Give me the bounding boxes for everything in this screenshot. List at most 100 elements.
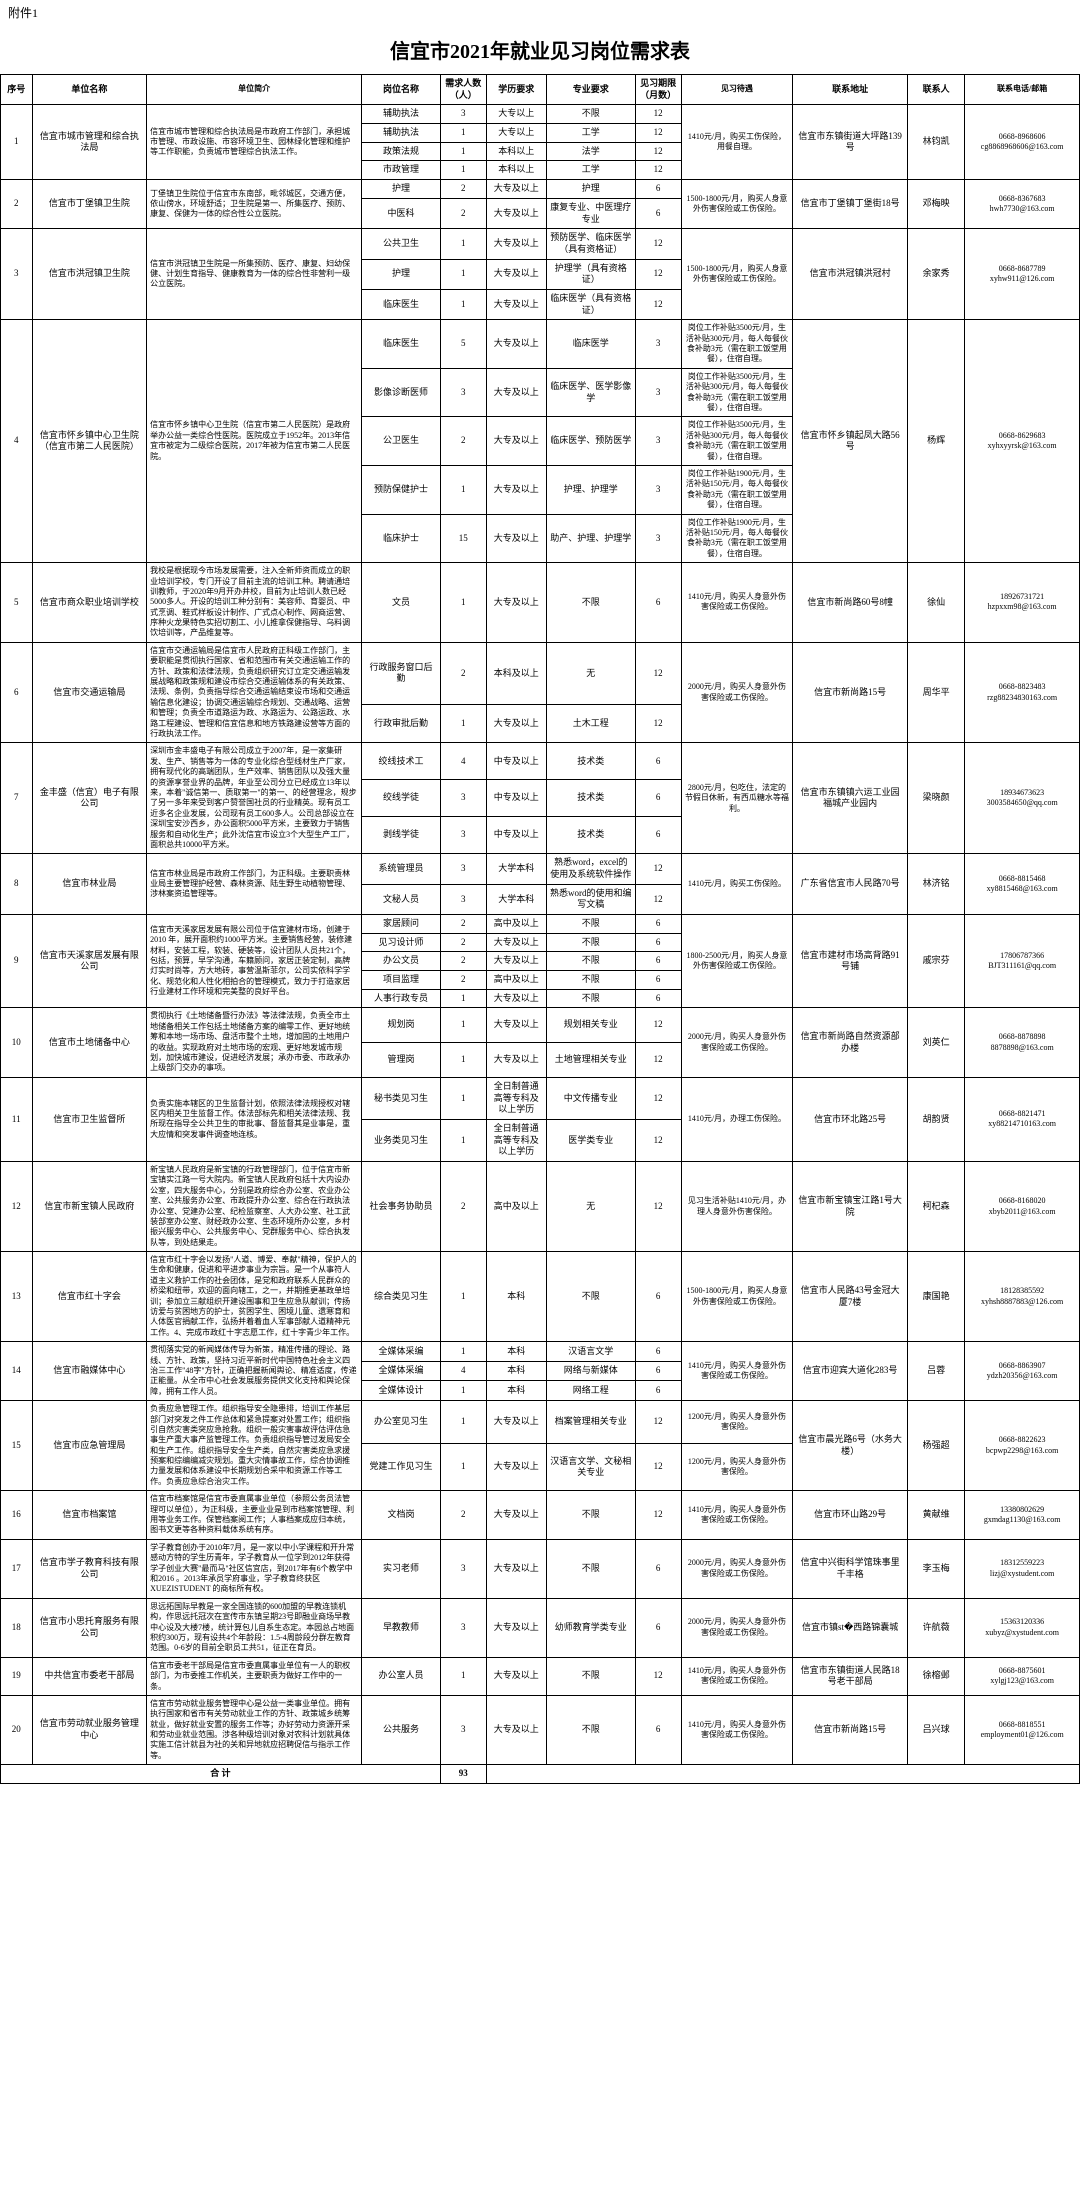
treatment: 1410元/月，购买工伤保险，用餐自理。 <box>681 105 793 180</box>
num: 1 <box>440 989 486 1008</box>
num: 1 <box>440 1444 486 1491</box>
treatment: 2000元/月，购买人身意外伤害保险或工伤保险。 <box>681 1539 793 1598</box>
position: 文秘人员 <box>362 884 441 914</box>
position: 临床医生 <box>362 320 441 369</box>
position: 党建工作见习生 <box>362 1444 441 1491</box>
table-row: 14信宜市融媒体中心贯彻落实党的新闻媒体传导为新策，精准传播的理论、路线、方针、… <box>1 1342 1080 1362</box>
position: 辅助执法 <box>362 105 441 124</box>
major: 护理 <box>546 180 635 199</box>
major: 档案管理相关专业 <box>546 1401 635 1444</box>
unit: 信宜市土地储备中心 <box>32 1008 147 1077</box>
edu: 中专及以上 <box>486 780 546 817</box>
contact: 杨辉 <box>907 320 964 563</box>
edu: 大学本科 <box>486 884 546 914</box>
edu: 本科以上 <box>486 142 546 161</box>
edu: 大专以上 <box>486 124 546 143</box>
edu: 高中及以上 <box>486 915 546 934</box>
months: 12 <box>635 161 681 180</box>
contact: 周华平 <box>907 642 964 743</box>
months: 6 <box>635 817 681 854</box>
seq: 19 <box>1 1657 33 1695</box>
major: 不限 <box>546 1539 635 1598</box>
seq: 4 <box>1 320 33 563</box>
major: 不限 <box>546 915 635 934</box>
unit: 中共信宜市委老干部局 <box>32 1657 147 1695</box>
position: 实习老师 <box>362 1539 441 1598</box>
seq: 14 <box>1 1342 33 1401</box>
edu: 大专及以上 <box>486 1657 546 1695</box>
unit: 信宜市新宝镇人民政府 <box>32 1161 147 1251</box>
months: 6 <box>635 915 681 934</box>
position: 人事行政专员 <box>362 989 441 1008</box>
major: 临床医学、医学影像学 <box>546 368 635 417</box>
major: 幼师教育学类专业 <box>546 1598 635 1657</box>
months: 3 <box>635 320 681 369</box>
months: 12 <box>635 1444 681 1491</box>
unit: 信宜市洪冠镇卫生院 <box>32 229 147 320</box>
edu: 大专及以上 <box>486 563 546 643</box>
months: 3 <box>635 514 681 563</box>
header-10: 联系人 <box>907 75 964 105</box>
addr: 信宜市新尚路60号8幢 <box>793 563 908 643</box>
num: 2 <box>440 198 486 228</box>
num: 1 <box>440 1381 486 1401</box>
edu: 本科 <box>486 1252 546 1342</box>
contact: 林钧凯 <box>907 105 964 180</box>
num: 2 <box>440 971 486 990</box>
position: 社会事务协助员 <box>362 1161 441 1251</box>
months: 6 <box>635 1342 681 1362</box>
header-6: 专业要求 <box>546 75 635 105</box>
contact: 胡韵贤 <box>907 1077 964 1161</box>
months: 12 <box>635 854 681 884</box>
edu: 高中及以上 <box>486 971 546 990</box>
num: 1 <box>440 259 486 289</box>
seq: 6 <box>1 642 33 743</box>
phone: 0668-8629683 xyhxyyrsk@163.com <box>965 320 1080 563</box>
edu: 大专及以上 <box>486 229 546 259</box>
edu: 大专及以上 <box>486 1539 546 1598</box>
page-title: 信宜市2021年就业见习岗位需求表 <box>0 25 1080 74</box>
months: 6 <box>635 933 681 952</box>
intro: 学子教育创办于2010年7月，是一家以中小学课程和开升常感动方特的学生历青年，学… <box>147 1539 362 1598</box>
num: 1 <box>440 161 486 180</box>
edu: 大专及以上 <box>486 1008 546 1043</box>
position: 家居顾问 <box>362 915 441 934</box>
addr: 信宜市新尚路15号 <box>793 642 908 743</box>
addr: 信宜市新宝镇宝江路1号大院 <box>793 1161 908 1251</box>
num: 3 <box>440 1598 486 1657</box>
edu: 大专以上 <box>486 105 546 124</box>
treatment: 2800元/月，包吃住，法定的节假日休新，有西瓜糖水等福利。 <box>681 743 793 854</box>
num: 3 <box>440 1539 486 1598</box>
addr: 信宜市丁堡镇丁堡街18号 <box>793 180 908 229</box>
contact: 余家秀 <box>907 229 964 320</box>
treatment: 1410元/月，购买人身意外伤害保险或工伤保险。 <box>681 1657 793 1695</box>
intro: 信宜市怀乡镇中心卫生院（信宜市第二人民医院）是政府举办公益一类综合性医院。医院成… <box>147 320 362 563</box>
num: 3 <box>440 368 486 417</box>
months: 6 <box>635 1381 681 1401</box>
num: 2 <box>440 933 486 952</box>
table-row: 4信宜市怀乡镇中心卫生院（信宜市第二人民医院）信宜市怀乡镇中心卫生院（信宜市第二… <box>1 320 1080 369</box>
major: 康复专业、中医理疗专业 <box>546 198 635 228</box>
table-row: 1信宜市城市管理和综合执法局信宜市城市管理和综合执法局是市政府工作部门，承担城市… <box>1 105 1080 124</box>
edu: 大专及以上 <box>486 289 546 319</box>
seq: 8 <box>1 854 33 915</box>
table-row: 20信宜市劳动就业服务管理中心信宜市劳动就业服务管理中心是公益一类事业单位。拥有… <box>1 1695 1080 1764</box>
unit: 信宜市林业局 <box>32 854 147 915</box>
major: 临床医学 <box>546 320 635 369</box>
major: 土木工程 <box>546 705 635 743</box>
header-11: 联系电话/邮箱 <box>965 75 1080 105</box>
phone: 0668-8687789 xyhw911@126.com <box>965 229 1080 320</box>
edu: 大专及以上 <box>486 180 546 199</box>
phone: 0668-8875601 xylgj123@163.com <box>965 1657 1080 1695</box>
treatment: 1500-1800元/月，购买人身意外伤害保险或工伤保险。 <box>681 180 793 229</box>
unit: 信宜市小思托育服务有限公司 <box>32 1598 147 1657</box>
total-num: 93 <box>440 1765 486 1784</box>
major: 预防医学、临床医学（具有资格证） <box>546 229 635 259</box>
phone: 0668-8878898 8878898@163.com <box>965 1008 1080 1077</box>
position: 全媒体设计 <box>362 1381 441 1401</box>
seq: 9 <box>1 915 33 1008</box>
seq: 17 <box>1 1539 33 1598</box>
edu: 大专及以上 <box>486 1695 546 1764</box>
position: 绞线技术工 <box>362 743 441 780</box>
num: 3 <box>440 817 486 854</box>
